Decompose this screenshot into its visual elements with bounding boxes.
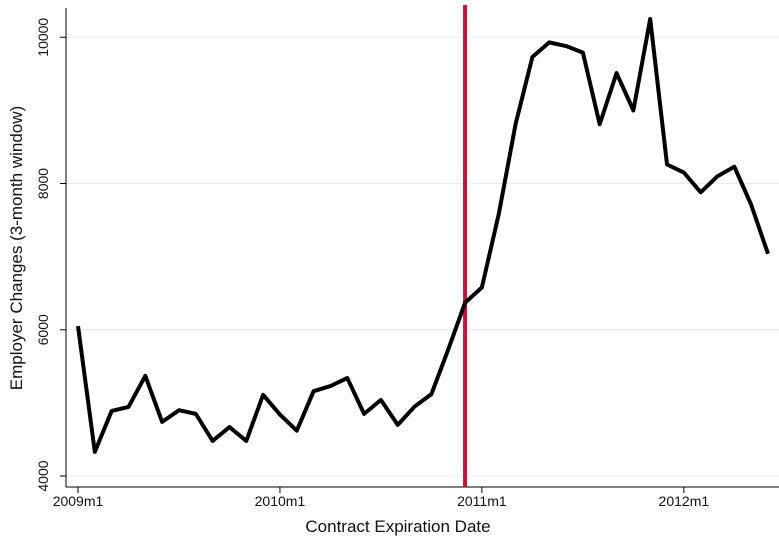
y-tick-label: 8000 [35,168,51,199]
x-tick-label: 2011m1 [457,493,507,509]
x-tick-label: 2010m1 [255,493,306,509]
y-tick-label: 10000 [35,18,51,57]
x-tick-label: 2009m1 [53,493,104,509]
y-axis-title: Employer Changes (3-month window) [7,106,26,390]
y-tick-label: 4000 [35,460,51,491]
x-tick-label: 2012m1 [659,493,710,509]
y-tick-label: 6000 [35,314,51,345]
line-series [76,16,770,454]
x-axis-title: Contract Expiration Date [305,517,490,536]
